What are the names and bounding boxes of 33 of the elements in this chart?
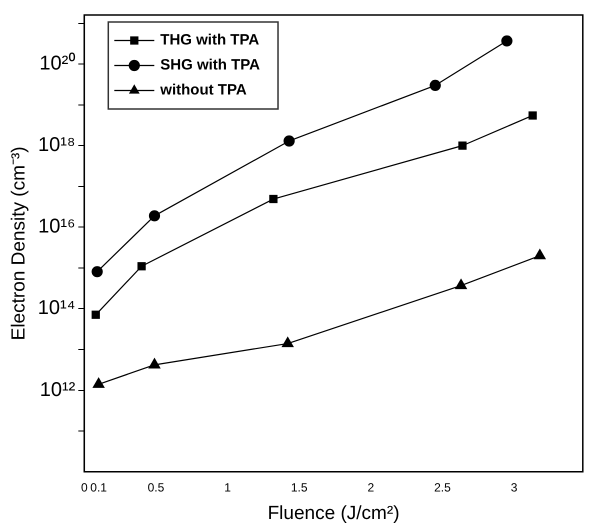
x-tick-label: 0.5 — [148, 480, 165, 494]
legend-label: SHG with TPA — [160, 56, 260, 74]
x-axis-title: Fluence (J/cm²) — [268, 502, 400, 524]
x-tick-label: 0.1 — [90, 480, 108, 494]
y-tick-label: 10¹² — [40, 378, 76, 401]
point — [269, 194, 278, 204]
legend-label: without TPA — [159, 82, 247, 99]
y-tick-label: 10¹⁶ — [38, 216, 76, 238]
y-axis-title: Electron Density (cm⁻³) — [8, 146, 30, 340]
y-tick-label: 10¹⁸ — [38, 134, 76, 156]
y-tick-label: 10¹⁴ — [38, 297, 76, 320]
point — [137, 262, 146, 270]
point — [282, 336, 294, 348]
x-tick-label: 1.5 — [290, 480, 308, 494]
point — [92, 378, 104, 388]
point — [92, 310, 100, 319]
x-tick-label: 2.5 — [434, 480, 452, 494]
point — [430, 80, 441, 92]
point — [528, 111, 537, 120]
point — [92, 266, 103, 278]
point — [458, 142, 467, 150]
x-tick-label: 2 — [367, 480, 374, 494]
point — [534, 249, 546, 260]
point — [148, 358, 160, 368]
point — [455, 278, 467, 290]
y-tick-label: 10²⁰ — [39, 52, 76, 75]
point — [148, 210, 160, 222]
x-tick-label: 0 — [80, 480, 88, 494]
legend-label: THG with TPA — [160, 32, 260, 49]
point — [284, 135, 295, 147]
point — [501, 35, 512, 47]
x-tick-label: 3 — [510, 480, 518, 494]
x-tick-label: 1 — [224, 480, 232, 494]
